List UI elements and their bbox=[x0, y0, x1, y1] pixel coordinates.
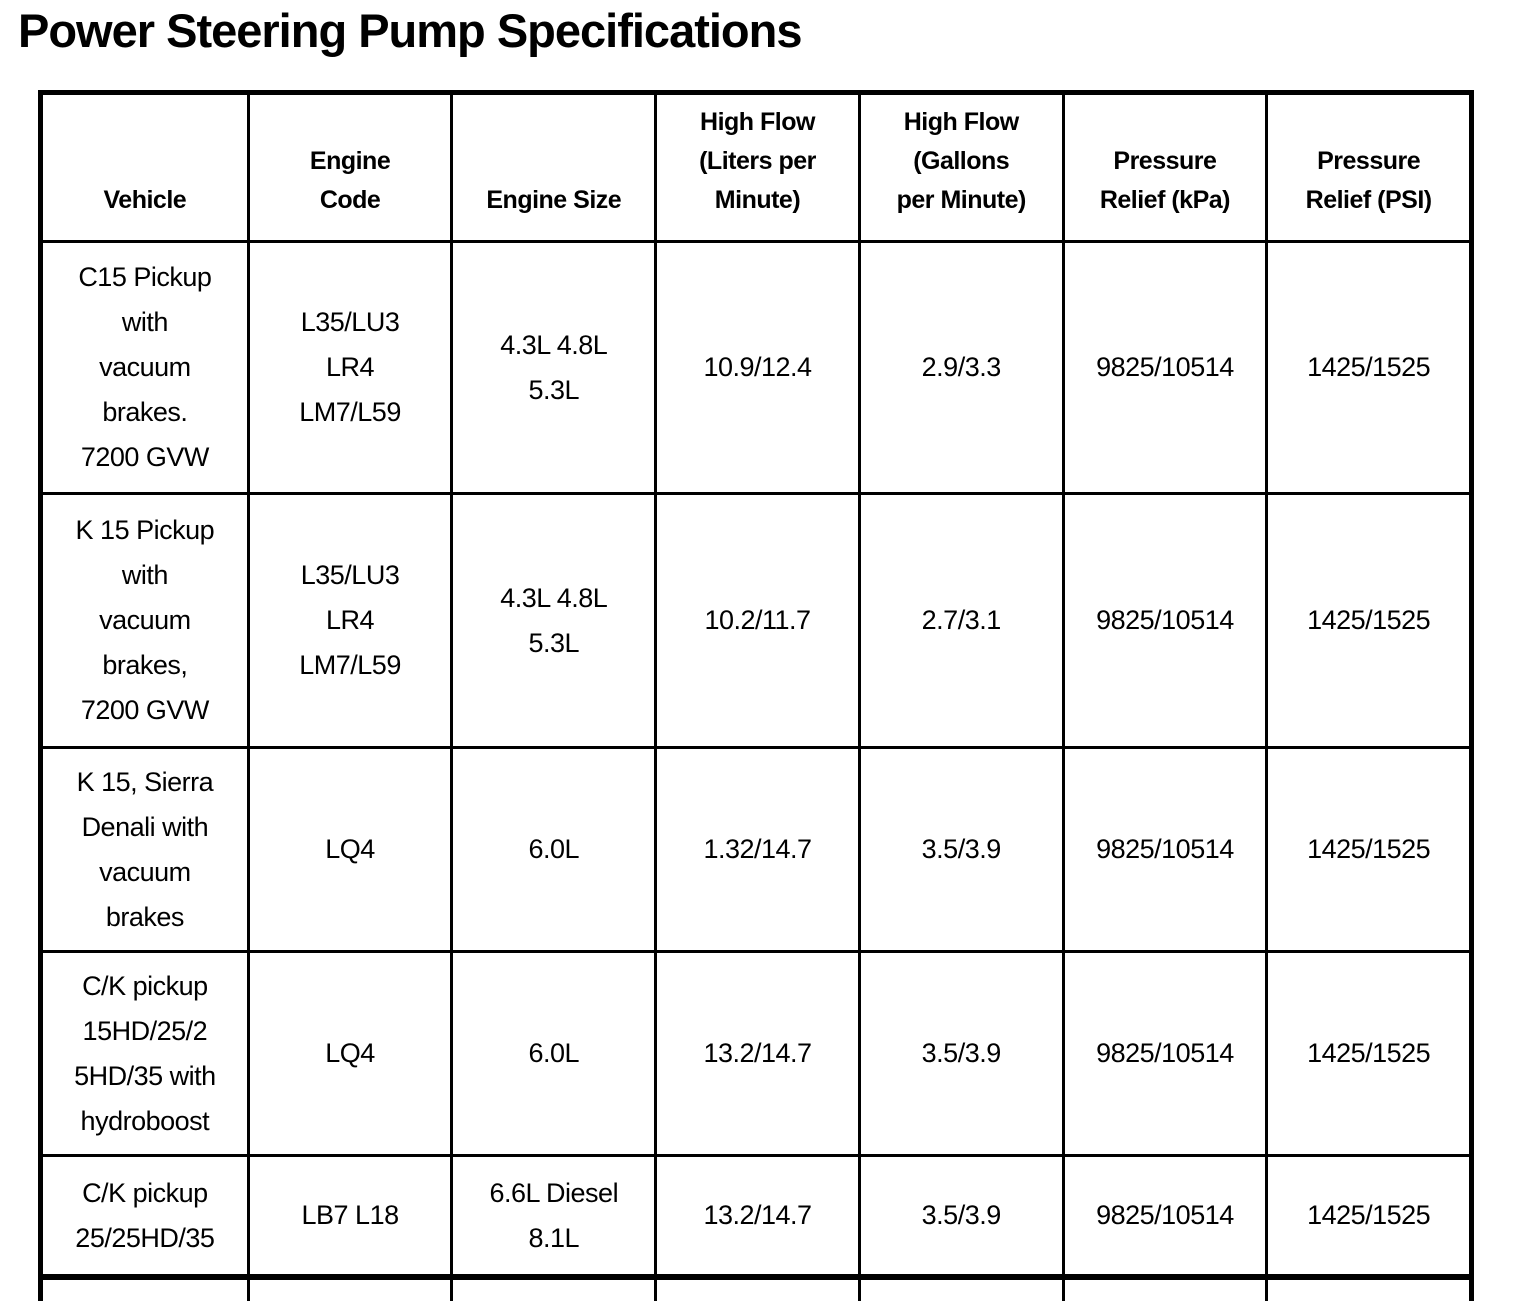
cell-row1-high-flow-gpm: 2.9/3.3 bbox=[857, 240, 1062, 492]
cell-row4-pressure-relief-kpa: 9825/10514 bbox=[1061, 950, 1266, 1154]
cell-row4-engine-size: 6.0L bbox=[450, 950, 655, 1154]
spec-table-wrap: Vehicle Engine Code Engine Size High Flow (… bbox=[38, 90, 1474, 1301]
column-header-engine-size: Engine Size bbox=[450, 95, 654, 240]
cell-row4-engine-code: LQ4 bbox=[246, 950, 451, 1154]
table-cutoff-cell bbox=[1265, 1280, 1469, 1301]
table-cutoff-cell bbox=[450, 1280, 654, 1301]
page-title: Power Steering Pump Specifications bbox=[18, 4, 802, 57]
cell-row3-pressure-relief-kpa: 9825/10514 bbox=[1061, 746, 1266, 950]
cell-row2-high-flow-gpm: 2.7/3.1 bbox=[857, 492, 1062, 746]
cell-row1-pressure-relief-psi: 1425/1525 bbox=[1265, 240, 1469, 492]
cell-row5-high-flow-gpm: 3.5/3.9 bbox=[857, 1154, 1062, 1274]
column-header-pressure-relief-kpa: Pressure Relief (kPa) bbox=[1061, 95, 1266, 240]
cell-row5-engine-code: LB7 L18 bbox=[246, 1154, 451, 1274]
cell-row4-vehicle: C/K pickup 15HD/25/2 5HD/35 with hydrobo… bbox=[43, 950, 247, 1154]
column-header-pressure-relief-psi: Pressure Relief (PSI) bbox=[1265, 95, 1469, 240]
cell-row2-vehicle: K 15 Pickup with vacuum brakes, 7200 GVW bbox=[43, 492, 247, 746]
cell-row4-pressure-relief-psi: 1425/1525 bbox=[1265, 950, 1469, 1154]
cell-row2-engine-code: L35/LU3 LR4 LM7/L59 bbox=[246, 492, 451, 746]
cell-row2-engine-size: 4.3L 4.8L 5.3L bbox=[450, 492, 655, 746]
table-cutoff-cell bbox=[857, 1280, 1062, 1301]
cell-row3-pressure-relief-psi: 1425/1525 bbox=[1265, 746, 1469, 950]
table-cutoff-cell bbox=[43, 1280, 247, 1301]
table-cutoff-row bbox=[38, 1280, 1474, 1301]
cell-row3-engine-size: 6.0L bbox=[450, 746, 655, 950]
table-cutoff-cell bbox=[246, 1280, 451, 1301]
cell-row5-vehicle: C/K pickup 25/25HD/35 bbox=[43, 1154, 247, 1274]
column-header-high-flow-gpm: High Flow (Gallons per Minute) bbox=[857, 95, 1062, 240]
cell-row2-pressure-relief-kpa: 9825/10514 bbox=[1061, 492, 1266, 746]
cell-row2-high-flow-lpm: 10.2/11.7 bbox=[654, 492, 858, 746]
cell-row4-high-flow-gpm: 3.5/3.9 bbox=[857, 950, 1062, 1154]
table-cutoff-cell bbox=[654, 1280, 858, 1301]
cell-row3-vehicle: K 15, Sierra Denali with vacuum brakes bbox=[43, 746, 247, 950]
cell-row1-engine-code: L35/LU3 LR4 LM7/L59 bbox=[246, 240, 451, 492]
cell-row1-high-flow-lpm: 10.9/12.4 bbox=[654, 240, 858, 492]
cell-row5-pressure-relief-kpa: 9825/10514 bbox=[1061, 1154, 1266, 1274]
cell-row3-engine-code: LQ4 bbox=[246, 746, 451, 950]
cell-row2-pressure-relief-psi: 1425/1525 bbox=[1265, 492, 1469, 746]
table-cutoff-cell bbox=[1061, 1280, 1266, 1301]
column-header-high-flow-lpm: High Flow (Liters per Minute) bbox=[654, 95, 858, 240]
column-header-engine-code: Engine Code bbox=[246, 95, 451, 240]
cell-row5-engine-size: 6.6L Diesel 8.1L bbox=[450, 1154, 655, 1274]
cell-row3-high-flow-lpm: 1.32/14.7 bbox=[654, 746, 858, 950]
cell-row1-pressure-relief-kpa: 9825/10514 bbox=[1061, 240, 1266, 492]
column-header-vehicle: Vehicle bbox=[103, 186, 187, 214]
cell-row1-vehicle: C15 Pickup with vacuum brakes. 7200 GVW bbox=[43, 240, 247, 492]
cell-row5-high-flow-lpm: 13.2/14.7 bbox=[654, 1154, 858, 1274]
spec-table: Vehicle Engine Code Engine Size High Flow (… bbox=[38, 90, 1474, 1280]
cell-row1-engine-size: 4.3L 4.8L 5.3L bbox=[450, 240, 655, 492]
cell-row5-pressure-relief-psi: 1425/1525 bbox=[1265, 1154, 1469, 1274]
cell-row4-high-flow-lpm: 13.2/14.7 bbox=[654, 950, 858, 1154]
cell-row3-high-flow-gpm: 3.5/3.9 bbox=[857, 746, 1062, 950]
